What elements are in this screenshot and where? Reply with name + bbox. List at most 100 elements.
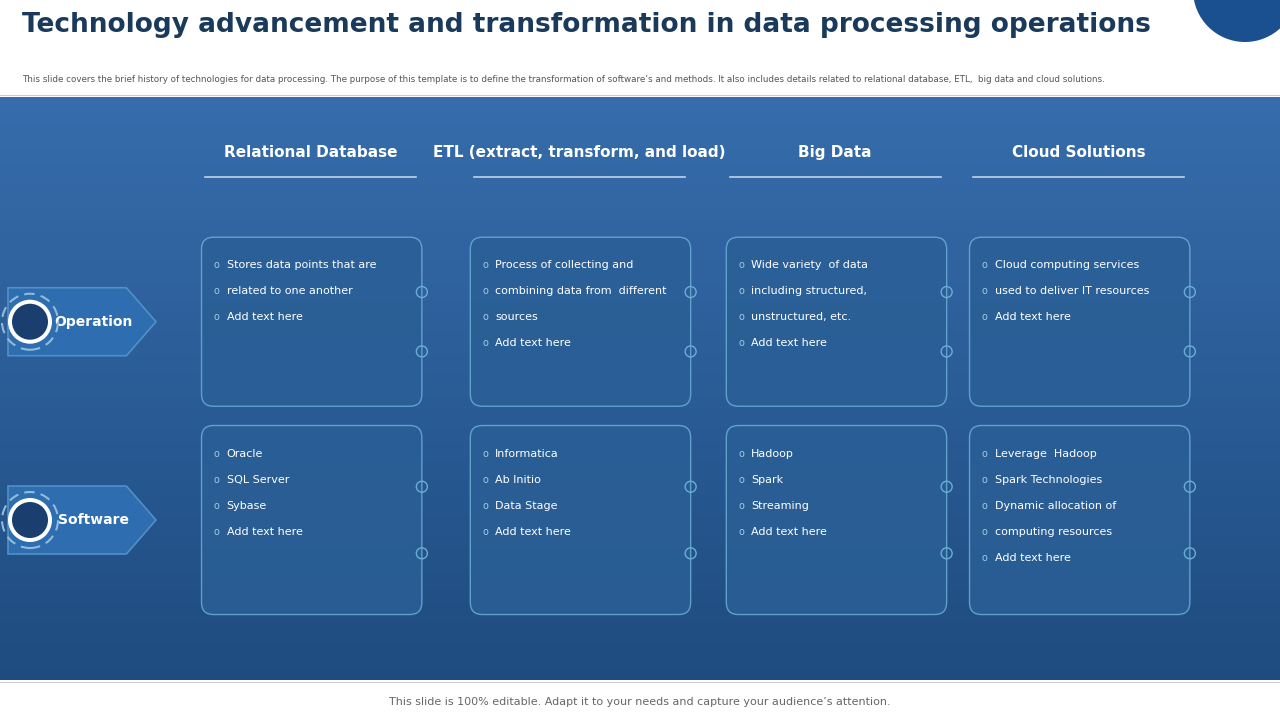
Bar bbox=[0, 611, 1280, 617]
Text: Spark: Spark bbox=[751, 474, 783, 485]
Bar bbox=[0, 116, 1280, 122]
Bar bbox=[0, 670, 1280, 675]
Bar bbox=[0, 373, 1280, 379]
Circle shape bbox=[1193, 0, 1280, 42]
Bar bbox=[0, 96, 1280, 102]
Text: o: o bbox=[483, 260, 488, 270]
Text: o: o bbox=[739, 500, 744, 510]
Text: Hadoop: Hadoop bbox=[751, 449, 794, 459]
Bar bbox=[0, 505, 1280, 510]
Bar bbox=[0, 402, 1280, 408]
Bar bbox=[0, 655, 1280, 661]
Bar bbox=[0, 650, 1280, 656]
Bar bbox=[0, 222, 1280, 228]
Bar bbox=[0, 339, 1280, 345]
Bar bbox=[0, 509, 1280, 516]
Bar bbox=[0, 174, 1280, 180]
Bar bbox=[0, 412, 1280, 418]
Text: combining data from  different: combining data from different bbox=[495, 287, 667, 296]
Bar bbox=[0, 446, 1280, 452]
Bar bbox=[0, 587, 1280, 593]
Text: o: o bbox=[214, 287, 219, 296]
Text: o: o bbox=[982, 552, 987, 562]
Text: Software: Software bbox=[59, 513, 129, 527]
Text: o: o bbox=[483, 287, 488, 296]
Bar bbox=[0, 475, 1280, 481]
Text: sources: sources bbox=[495, 312, 538, 323]
Text: o: o bbox=[739, 260, 744, 270]
Text: Wide variety  of data: Wide variety of data bbox=[751, 260, 868, 270]
Bar bbox=[0, 145, 1280, 150]
Text: o: o bbox=[982, 474, 987, 485]
Circle shape bbox=[12, 502, 49, 538]
Bar bbox=[0, 364, 1280, 369]
Bar bbox=[0, 451, 1280, 457]
Text: o: o bbox=[739, 449, 744, 459]
Text: Add text here: Add text here bbox=[495, 338, 571, 348]
Bar bbox=[0, 291, 1280, 297]
Text: Add text here: Add text here bbox=[227, 526, 302, 536]
Bar bbox=[0, 641, 1280, 647]
Bar bbox=[0, 310, 1280, 316]
Bar bbox=[0, 461, 1280, 467]
Bar bbox=[0, 203, 1280, 209]
Bar bbox=[0, 524, 1280, 530]
Bar bbox=[0, 164, 1280, 170]
Bar bbox=[0, 567, 1280, 573]
Bar bbox=[0, 334, 1280, 341]
Text: Informatica: Informatica bbox=[495, 449, 559, 459]
Text: o: o bbox=[483, 526, 488, 536]
Bar bbox=[0, 233, 1280, 238]
Bar bbox=[0, 169, 1280, 175]
Text: related to one another: related to one another bbox=[227, 287, 352, 296]
Circle shape bbox=[12, 304, 49, 340]
Text: o: o bbox=[739, 287, 744, 296]
Bar bbox=[0, 228, 1280, 233]
Text: o: o bbox=[982, 526, 987, 536]
Bar bbox=[0, 675, 1280, 680]
Bar bbox=[0, 417, 1280, 423]
Bar bbox=[0, 636, 1280, 642]
Text: o: o bbox=[483, 474, 488, 485]
Bar bbox=[0, 422, 1280, 428]
Text: Add text here: Add text here bbox=[751, 526, 827, 536]
Bar bbox=[0, 441, 1280, 447]
Text: Ab Initio: Ab Initio bbox=[495, 474, 541, 485]
Bar bbox=[0, 490, 1280, 495]
Bar bbox=[0, 208, 1280, 214]
Text: used to deliver IT resources: used to deliver IT resources bbox=[995, 287, 1149, 296]
Bar bbox=[0, 281, 1280, 287]
Text: o: o bbox=[483, 338, 488, 348]
Bar bbox=[0, 159, 1280, 166]
Bar bbox=[0, 271, 1280, 277]
Bar bbox=[0, 111, 1280, 117]
Bar bbox=[0, 150, 1280, 156]
Bar bbox=[0, 266, 1280, 272]
Bar bbox=[0, 548, 1280, 554]
Bar bbox=[0, 305, 1280, 311]
Bar bbox=[0, 544, 1280, 549]
Bar bbox=[0, 349, 1280, 355]
Bar bbox=[0, 431, 1280, 438]
Text: Operation: Operation bbox=[55, 315, 133, 329]
Bar bbox=[0, 101, 1280, 107]
Bar bbox=[0, 388, 1280, 394]
Text: Data Stage: Data Stage bbox=[495, 500, 558, 510]
Bar bbox=[0, 602, 1280, 608]
Text: This slide covers the brief history of technologies for data processing. The pur: This slide covers the brief history of t… bbox=[22, 75, 1105, 84]
Text: o: o bbox=[982, 312, 987, 323]
Bar bbox=[0, 217, 1280, 223]
Bar bbox=[0, 325, 1280, 330]
Bar bbox=[0, 237, 1280, 243]
Bar bbox=[0, 470, 1280, 477]
Bar bbox=[0, 383, 1280, 389]
Bar bbox=[0, 189, 1280, 194]
Bar bbox=[0, 344, 1280, 350]
Bar bbox=[0, 572, 1280, 578]
Bar bbox=[0, 213, 1280, 219]
Text: unstructured, etc.: unstructured, etc. bbox=[751, 312, 851, 323]
Text: o: o bbox=[982, 500, 987, 510]
Circle shape bbox=[8, 300, 52, 343]
Bar bbox=[0, 247, 1280, 253]
Bar bbox=[0, 198, 1280, 204]
